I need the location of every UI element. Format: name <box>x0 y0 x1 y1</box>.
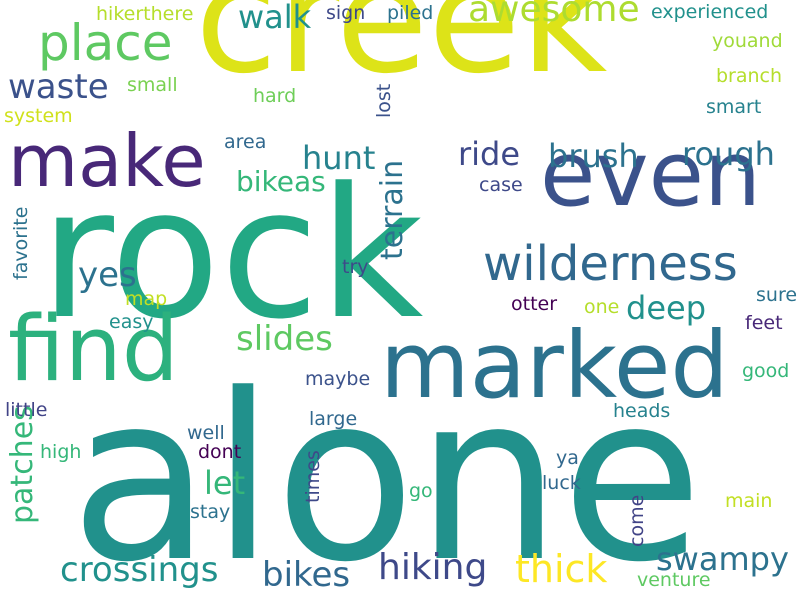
word-hikerthere: hikerthere <box>96 3 194 25</box>
word-deep: deep <box>626 289 706 327</box>
word-favorite: favorite <box>10 206 32 280</box>
word-hard: hard <box>253 85 297 107</box>
word-yes: yes <box>78 255 137 295</box>
word-system: system <box>4 105 73 127</box>
word-slides: slides <box>236 319 333 359</box>
word-let: let <box>204 464 246 502</box>
word-thick: thick <box>515 547 608 591</box>
word-make: make <box>8 119 206 203</box>
word-large: large <box>309 408 358 430</box>
word-one: one <box>584 296 620 318</box>
word-main: main <box>725 490 773 512</box>
word-marked: marked <box>380 312 729 419</box>
word-lost: lost <box>373 83 395 118</box>
word-case: case <box>479 174 523 196</box>
word-find: find <box>8 297 179 402</box>
word-branch: branch <box>716 65 783 87</box>
word-stay: stay <box>190 501 231 523</box>
word-heads: heads <box>613 400 671 422</box>
word-area: area <box>224 131 267 153</box>
word-bikes: bikes <box>262 555 351 595</box>
word-sure: sure <box>756 284 798 306</box>
word-feet: feet <box>745 312 783 334</box>
word-dont: dont <box>198 441 242 463</box>
word-luck: luck <box>542 472 581 494</box>
word-try: try <box>342 256 369 278</box>
word-smart: smart <box>706 96 762 118</box>
word-bikeas: bikeas <box>236 165 326 198</box>
word-easy: easy <box>109 311 154 333</box>
word-sign: sign <box>326 2 366 24</box>
word-small: small <box>127 74 178 96</box>
word-little: little <box>5 399 48 421</box>
word-waste: waste <box>8 67 109 107</box>
word-hiking: hiking <box>378 547 488 588</box>
word-ride: ride <box>458 135 521 173</box>
word-alone: alone <box>70 346 703 600</box>
word-good: good <box>742 360 790 382</box>
word-brush: brush <box>548 137 639 175</box>
word-swampy: swampy <box>656 540 789 578</box>
word-youand: youand <box>712 30 783 52</box>
word-come: come <box>626 494 648 547</box>
word-maybe: maybe <box>305 368 371 390</box>
word-place: place <box>38 14 173 72</box>
word-experienced: experienced <box>651 1 769 23</box>
word-piled: piled <box>387 2 434 24</box>
word-creek: creek <box>195 0 608 107</box>
word-hunt: hunt <box>302 139 376 177</box>
word-walk: walk <box>238 0 312 36</box>
word-crossings: crossings <box>60 550 219 590</box>
word-high: high <box>40 441 82 463</box>
word-go: go <box>409 480 433 502</box>
word-terrain: terrain <box>375 159 410 260</box>
word-map: map <box>125 288 168 310</box>
word-rough: rough <box>682 135 775 173</box>
word-otter: otter <box>511 293 558 315</box>
word-times: times <box>302 450 324 503</box>
word-wilderness: wilderness <box>483 236 738 292</box>
word-well: well <box>187 422 225 444</box>
word-awesome: awesome <box>468 0 640 30</box>
word-rock: rock <box>40 150 424 359</box>
word-patches: patches <box>5 405 40 524</box>
word-even: even <box>540 122 762 227</box>
word-venture: venture <box>637 569 711 591</box>
word-ya: ya <box>556 447 579 469</box>
